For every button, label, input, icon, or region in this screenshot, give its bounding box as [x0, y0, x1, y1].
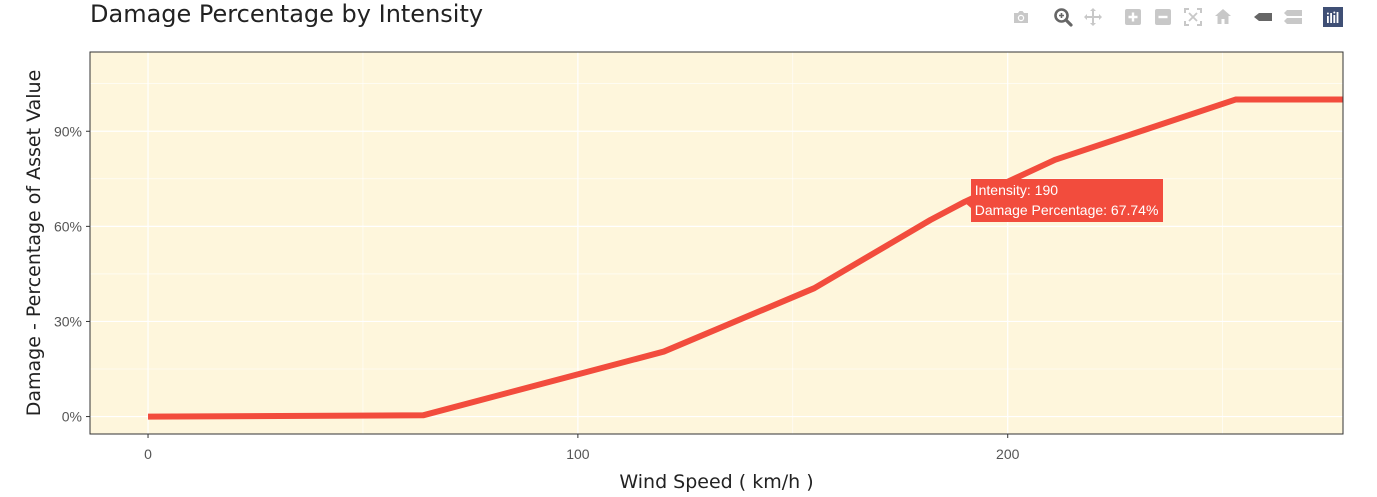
home-icon[interactable]	[1212, 6, 1234, 28]
y-tick-label: 0%	[62, 409, 82, 425]
zoom-out-icon[interactable]	[1152, 6, 1174, 28]
x-axis-title: Wind Speed ( km/h )	[619, 471, 813, 493]
plotly-logo-icon[interactable]	[1322, 6, 1344, 28]
tooltip-intensity: Intensity: 190	[974, 181, 1059, 198]
series	[148, 96, 1343, 420]
plot-background	[90, 52, 1343, 434]
y-axis-title: Damage - Percentage of Asset Value	[23, 70, 45, 417]
y-tick-label: 90%	[54, 123, 82, 139]
y-tick-label: 30%	[54, 313, 82, 329]
y-axis: 0% 30% 60% 90%	[54, 123, 90, 425]
hover-tooltip: Intensity: 190 Damage Percentage: 67.74%	[970, 178, 1164, 222]
zoom-in-icon[interactable]	[1122, 6, 1144, 28]
zoom-icon[interactable]	[1052, 6, 1074, 28]
camera-icon[interactable]	[1010, 6, 1032, 28]
autoscale-icon[interactable]	[1182, 6, 1204, 28]
grid	[90, 52, 1343, 434]
pan-icon[interactable]	[1082, 6, 1104, 28]
y-tick-label: 60%	[54, 218, 82, 234]
tooltip-damage: Damage Percentage: 67.74%	[974, 201, 1159, 218]
hover-closest-icon[interactable]	[1252, 6, 1274, 28]
tooltip-arrow	[963, 195, 971, 208]
x-tick-label: 100	[566, 446, 590, 462]
plot-frame	[89, 51, 1344, 435]
chart-title: Damage Percentage by Intensity	[90, 0, 484, 28]
hover-compare-icon[interactable]	[1282, 6, 1304, 28]
damage-curve-line[interactable]	[148, 96, 1343, 420]
x-tick-label: 0	[144, 446, 152, 462]
modebar	[1010, 6, 1350, 28]
x-tick-label: 200	[996, 446, 1020, 462]
x-axis: 0 100 200	[144, 434, 1020, 462]
